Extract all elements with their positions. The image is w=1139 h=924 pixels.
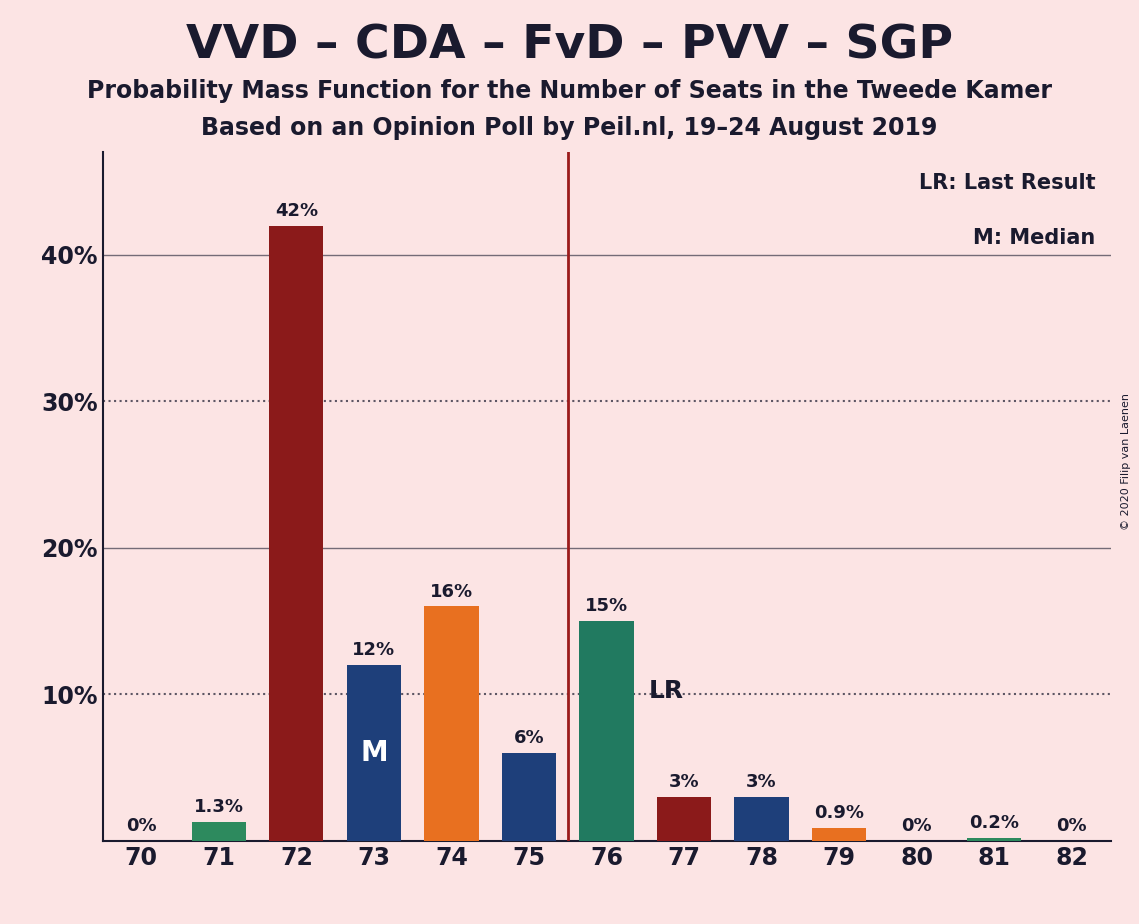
Text: 3%: 3% [746, 773, 777, 791]
Text: M: Median: M: Median [973, 228, 1096, 249]
Bar [502, 753, 556, 841]
Text: © 2020 Filip van Laenen: © 2020 Filip van Laenen [1121, 394, 1131, 530]
Text: 0.2%: 0.2% [969, 814, 1019, 832]
Text: 42%: 42% [274, 201, 318, 220]
Text: M: M [360, 739, 387, 767]
Bar [967, 838, 1022, 841]
Text: 0%: 0% [1057, 817, 1087, 835]
Bar [657, 796, 711, 841]
Text: VVD – CDA – FvD – PVV – SGP: VVD – CDA – FvD – PVV – SGP [186, 23, 953, 68]
Text: Based on an Opinion Poll by Peil.nl, 19–24 August 2019: Based on an Opinion Poll by Peil.nl, 19–… [202, 116, 937, 140]
Text: Probability Mass Function for the Number of Seats in the Tweede Kamer: Probability Mass Function for the Number… [87, 79, 1052, 103]
Text: 0.9%: 0.9% [814, 804, 865, 821]
Bar [346, 665, 401, 841]
Text: 12%: 12% [352, 641, 395, 659]
Text: 16%: 16% [429, 583, 473, 601]
Text: 6%: 6% [514, 729, 544, 748]
Text: LR: Last Result: LR: Last Result [919, 173, 1096, 193]
Text: 1.3%: 1.3% [194, 798, 244, 816]
Bar [812, 828, 867, 841]
Text: 3%: 3% [669, 773, 699, 791]
Text: 0%: 0% [901, 817, 932, 835]
Bar [191, 821, 246, 841]
Text: 0%: 0% [126, 817, 156, 835]
Bar [269, 225, 323, 841]
Bar [425, 606, 478, 841]
Bar [580, 621, 633, 841]
Text: LR: LR [649, 679, 685, 703]
Text: 15%: 15% [585, 597, 628, 615]
Bar [735, 796, 788, 841]
